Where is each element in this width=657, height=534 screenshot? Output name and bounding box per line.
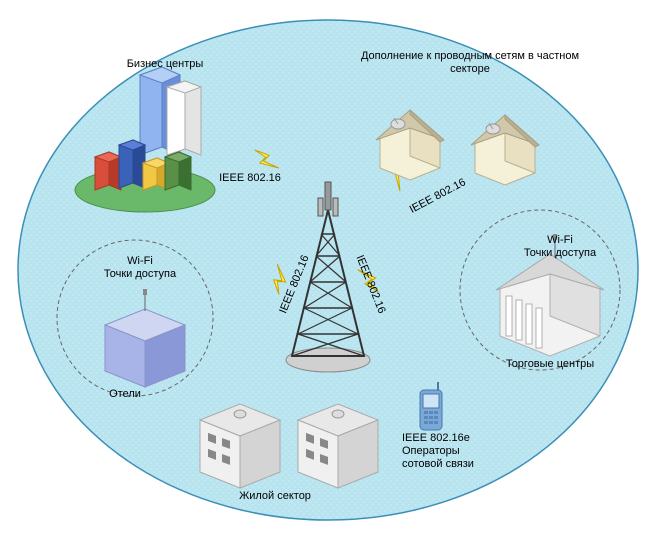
residential-2-icon — [298, 404, 378, 488]
diagram-canvas: Бизнес центры Дополнение к проводным сет… — [0, 0, 657, 534]
bolt-label-1: IEEE 802.16 — [210, 172, 290, 185]
malls-sector-label: Торговые центры — [490, 358, 610, 371]
houses-label: Дополнение к проводным сетям в частном с… — [355, 50, 585, 76]
malls-wifi-label: Wi-Fi Точки доступа — [510, 234, 610, 260]
residential-1-icon — [200, 404, 280, 488]
mobile-label: IEEE 802.16e Операторы сотовой связи — [402, 432, 512, 472]
residential-label: Жилой сектор — [220, 490, 330, 503]
hotels-sector-label: Отели — [95, 388, 155, 401]
hotels-wifi-label: Wi-Fi Точки доступа — [90, 255, 190, 281]
business-label: Бизнес центры — [110, 58, 220, 71]
